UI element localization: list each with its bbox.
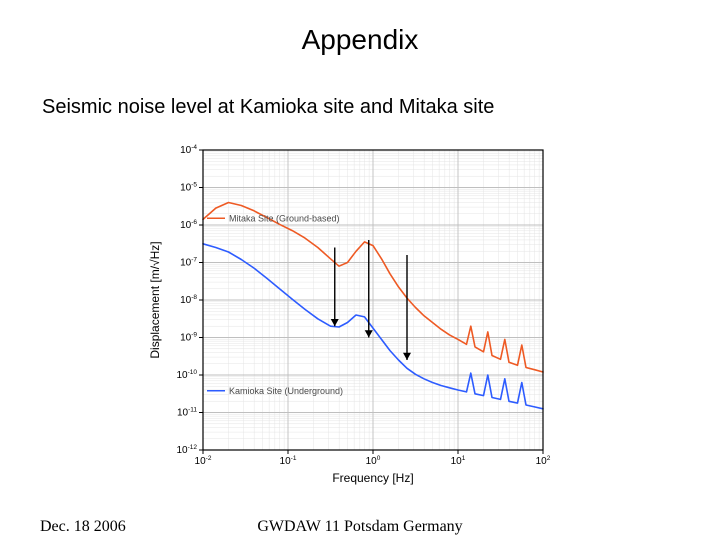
svg-text:10-6: 10-6: [180, 219, 197, 231]
svg-text:101: 101: [451, 455, 466, 467]
svg-text:10-7: 10-7: [180, 257, 197, 269]
svg-text:Frequency [Hz]: Frequency [Hz]: [332, 471, 413, 485]
svg-text:10-2: 10-2: [195, 455, 212, 467]
svg-text:10-11: 10-11: [177, 407, 197, 419]
svg-text:Mitaka Site (Ground-based): Mitaka Site (Ground-based): [229, 213, 340, 223]
svg-text:10-12: 10-12: [176, 444, 197, 456]
svg-text:10-8: 10-8: [180, 294, 197, 306]
svg-text:10-9: 10-9: [180, 332, 197, 344]
svg-text:10-4: 10-4: [180, 144, 197, 156]
subtitle: Seismic noise level at Kamioka site and …: [42, 96, 494, 119]
page-title: Appendix: [0, 24, 720, 56]
seismic-noise-chart: 10-2 10-1 100 101 102 10-12 10-11 10-10 10-9 10-8…: [145, 140, 565, 490]
footer-location: GWDAW 11 Potsdam Germany: [0, 518, 720, 536]
svg-text:100: 100: [366, 455, 381, 467]
svg-text:Kamioka Site (Underground): Kamioka Site (Underground): [229, 386, 343, 396]
svg-text:10-1: 10-1: [280, 455, 297, 467]
svg-text:10-10: 10-10: [176, 369, 197, 381]
svg-text:10-5: 10-5: [180, 182, 197, 194]
svg-text:102: 102: [536, 455, 551, 467]
svg-text:Displacement [m/√Hz]: Displacement [m/√Hz]: [148, 241, 162, 358]
